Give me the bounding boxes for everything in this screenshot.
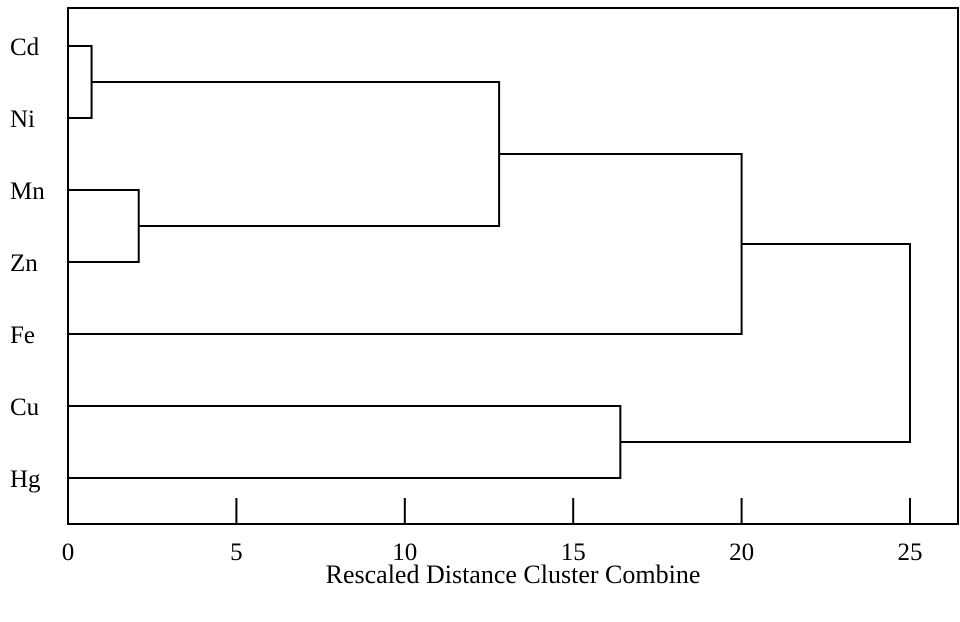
merge-link-c1 — [68, 45, 93, 119]
x-tick-label-25: 25 — [898, 539, 923, 566]
leaf-label-zn: Zn — [10, 250, 38, 277]
x-tick-label-15: 15 — [561, 539, 586, 566]
leaf-label-cu: Cu — [10, 394, 40, 421]
x-tick-label-10: 10 — [392, 539, 417, 566]
x-axis-title: Rescaled Distance Cluster Combine — [326, 560, 701, 589]
x-axis: 0 5 10 15 20 25 — [62, 498, 923, 566]
plot-frame — [67, 7, 959, 525]
leaf-label-hg: Hg — [10, 466, 41, 493]
leaf-label-fe: Fe — [10, 322, 35, 349]
x-tick-label-5: 5 — [230, 539, 243, 566]
merge-link-c6 — [620, 243, 911, 443]
x-tick-label-0: 0 — [62, 539, 75, 566]
merge-link-c5 — [68, 405, 622, 479]
x-tick-label-20: 20 — [729, 539, 754, 566]
leaf-label-ni: Ni — [10, 106, 35, 133]
merge-link-c3 — [91, 81, 501, 227]
dendrogram-links — [68, 45, 911, 479]
merge-link-c4 — [68, 153, 743, 335]
leaf-label-mn: Mn — [10, 178, 45, 205]
leaf-labels: Cd Ni Mn Zn Fe Cu Hg — [10, 34, 45, 493]
merge-link-c2 — [68, 189, 140, 263]
leaf-label-cd: Cd — [10, 34, 40, 61]
